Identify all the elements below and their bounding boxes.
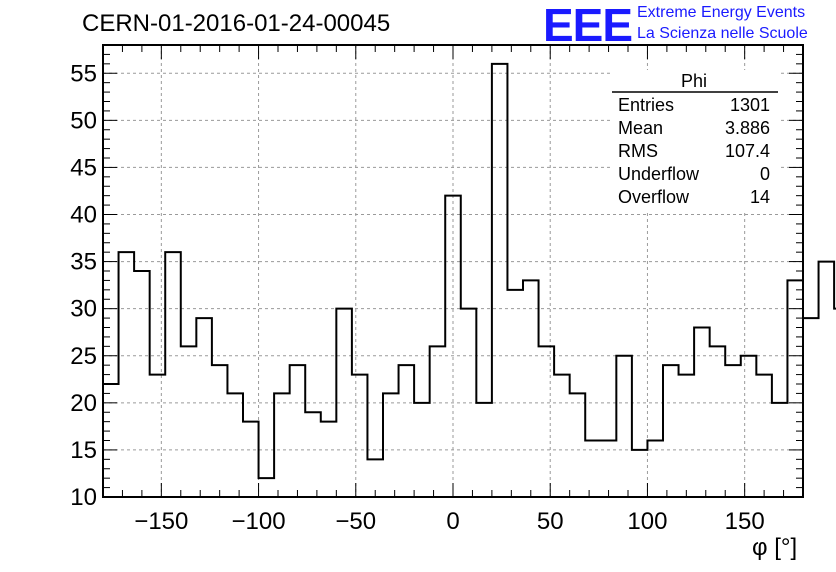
stats-title: Phi xyxy=(681,71,707,91)
stats-label: Overflow xyxy=(618,187,690,207)
histogram-bin xyxy=(741,356,757,497)
histogram-bin xyxy=(227,393,243,497)
histogram-bin xyxy=(554,375,570,497)
stats-value: 1301 xyxy=(730,95,770,115)
eee-logo: EEE xyxy=(543,0,633,51)
stats-label: Mean xyxy=(618,118,663,138)
histogram-bin xyxy=(616,356,632,497)
histogram-bin xyxy=(196,318,212,497)
stats-value: 0 xyxy=(760,164,770,184)
y-tick-label: 30 xyxy=(70,296,97,323)
stats-value: 107.4 xyxy=(725,141,770,161)
histogram-bin xyxy=(181,346,197,497)
y-tick-label: 15 xyxy=(70,437,97,464)
histogram-bin xyxy=(803,318,819,497)
x-tick-label: 100 xyxy=(627,508,667,535)
logo-caption-line1: Extreme Energy Events xyxy=(637,4,806,21)
histogram-bin xyxy=(414,403,430,497)
y-tick-label: 20 xyxy=(70,390,97,417)
histogram-bin xyxy=(274,393,290,497)
histogram-bin xyxy=(710,346,726,497)
stats-label: Entries xyxy=(618,95,674,115)
histogram-bin xyxy=(787,280,803,497)
histogram-bin xyxy=(507,290,523,497)
x-axis-label: φ [°] xyxy=(752,534,798,561)
histogram-bin xyxy=(445,196,461,497)
histogram-bin xyxy=(523,280,539,497)
y-tick-label: 40 xyxy=(70,202,97,229)
histogram-bin xyxy=(165,252,181,497)
histogram-bin xyxy=(243,422,259,497)
histogram-bin xyxy=(305,412,321,497)
chart-title: CERN-01-2016-01-24-00045 xyxy=(82,10,391,37)
histogram-bin xyxy=(321,422,337,497)
stats-value: 14 xyxy=(750,187,770,207)
histogram-bin xyxy=(367,459,383,497)
stats-label: Underflow xyxy=(618,164,700,184)
histogram-bin xyxy=(383,393,399,497)
histogram-bin xyxy=(103,384,119,497)
histogram-bin xyxy=(570,393,586,497)
histogram-bin xyxy=(725,365,741,497)
histogram-bin xyxy=(601,441,617,498)
x-tick-label: −100 xyxy=(232,508,286,535)
histogram-bin xyxy=(336,309,352,497)
histogram-bin xyxy=(756,375,772,497)
histogram-bin xyxy=(430,346,446,497)
y-tick-label: 25 xyxy=(70,343,97,370)
y-tick-label: 55 xyxy=(70,60,97,87)
histogram-bin xyxy=(492,64,508,497)
histogram-bin xyxy=(632,450,648,497)
x-tick-label: −150 xyxy=(134,508,188,535)
x-tick-label: 0 xyxy=(446,508,459,535)
histogram-bin xyxy=(352,375,368,497)
histogram-bin xyxy=(134,271,150,497)
stats-box xyxy=(612,70,778,210)
histogram-bin xyxy=(476,403,492,497)
x-tick-label: 50 xyxy=(537,508,564,535)
histogram-bin xyxy=(647,441,663,498)
histogram-bin xyxy=(539,346,555,497)
histogram-bin xyxy=(679,375,695,497)
histogram-bin xyxy=(259,478,275,497)
histogram-bin xyxy=(212,365,228,497)
stats-label: RMS xyxy=(618,141,658,161)
histogram-outline xyxy=(102,62,836,497)
histogram-bin xyxy=(585,441,601,498)
stats-value: 3.886 xyxy=(725,118,770,138)
histogram-bin xyxy=(663,365,679,497)
histogram-bin xyxy=(772,403,788,497)
y-tick-label: 10 xyxy=(70,484,97,511)
histogram-bin xyxy=(150,375,166,497)
y-tick-label: 35 xyxy=(70,249,97,276)
histogram-bin xyxy=(461,309,477,497)
x-tick-label: −50 xyxy=(335,508,376,535)
logo-caption-line2: La Scienza nelle Scuole xyxy=(637,25,808,42)
histogram-bin xyxy=(290,365,306,497)
histogram-bin xyxy=(694,328,710,498)
y-tick-label: 50 xyxy=(70,107,97,134)
histogram-bin xyxy=(819,262,835,497)
histogram-bin xyxy=(119,252,135,497)
x-tick-label: 150 xyxy=(725,508,765,535)
histogram-bin xyxy=(399,365,415,497)
y-tick-label: 45 xyxy=(70,154,97,181)
plot-frame xyxy=(102,44,804,498)
